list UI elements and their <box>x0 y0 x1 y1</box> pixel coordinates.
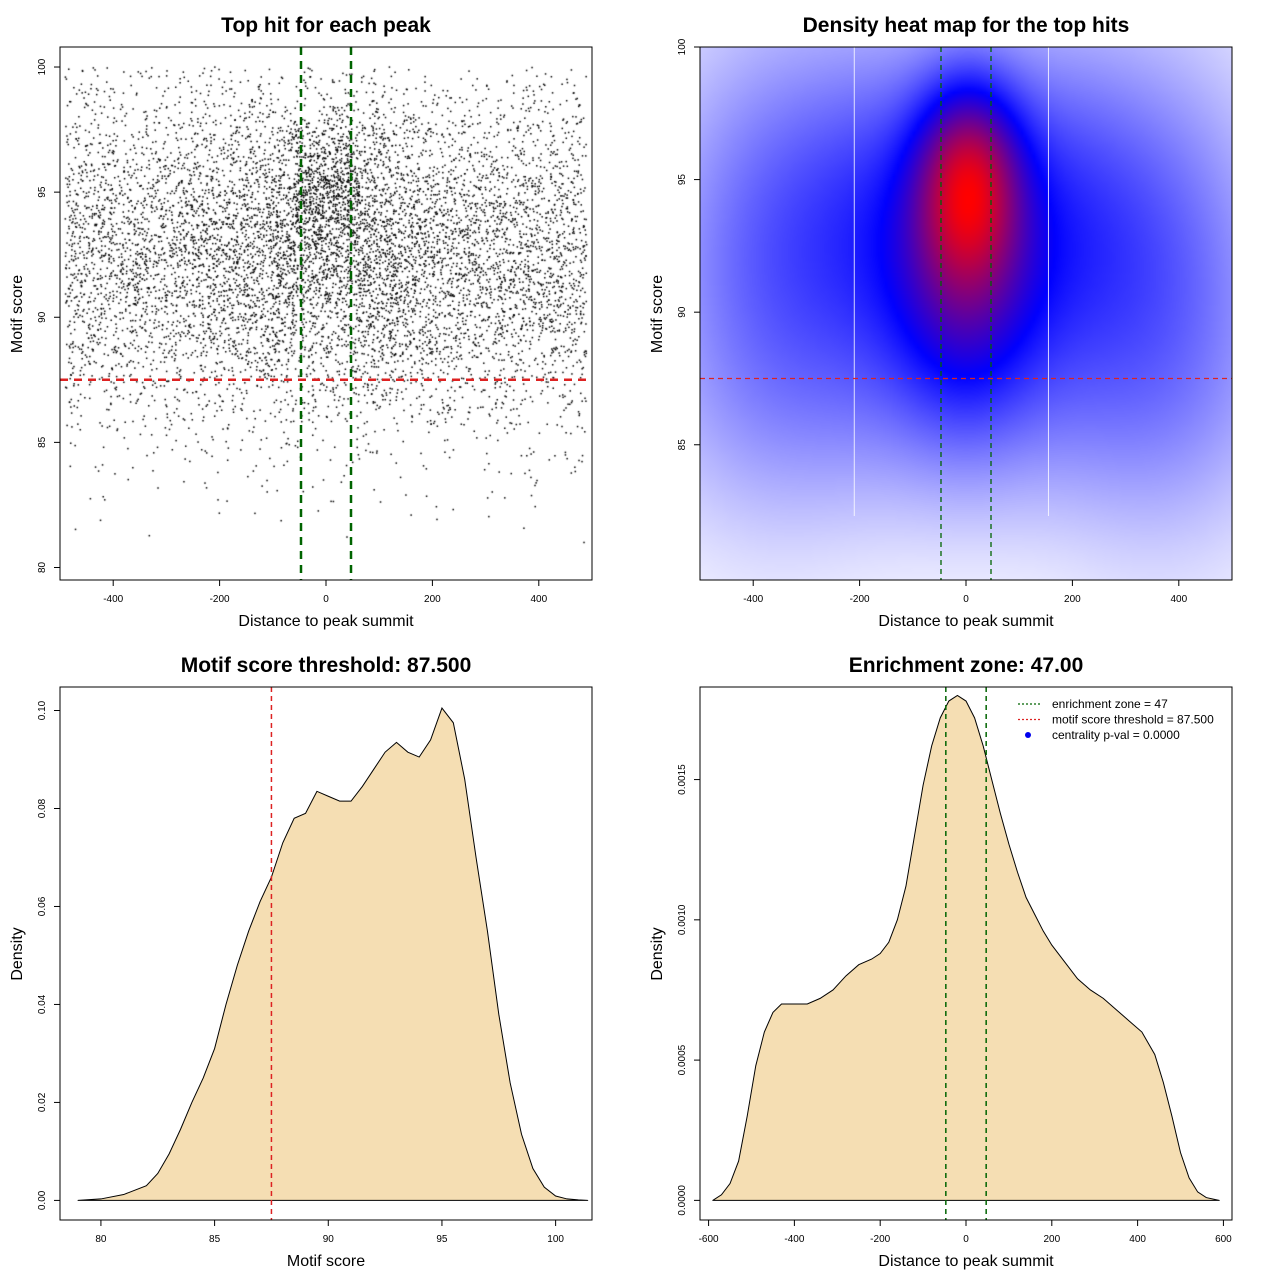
x-tick-label: 0 <box>323 594 329 605</box>
y-axis-label: Density <box>649 927 666 980</box>
y-tick-label: 95 <box>37 186 48 198</box>
y-tick-label: 0.08 <box>37 798 48 818</box>
scatter-points <box>60 47 592 580</box>
panel-heatmap: Density heat map for the top hits -400 -2… <box>649 14 1233 630</box>
x-tick-label: -400 <box>103 594 123 605</box>
y-axis: 80 85 90 95 100 <box>37 58 60 573</box>
reference-lines <box>700 47 1232 580</box>
x-axis-label: Distance to peak summit <box>238 613 414 630</box>
x-tick-label: -400 <box>743 594 763 605</box>
y-tick-label: 0.0010 <box>677 904 688 935</box>
x-tick-label: -400 <box>784 1234 804 1245</box>
x-tick-label: 85 <box>209 1234 221 1245</box>
x-tick-label: 600 <box>1215 1234 1232 1245</box>
x-axis-label: Distance to peak summit <box>878 613 1054 630</box>
x-tick-label: 400 <box>1129 1234 1146 1245</box>
y-tick-label: 0.06 <box>37 896 48 916</box>
x-tick-label: 95 <box>436 1234 448 1245</box>
reference-lines <box>60 47 592 580</box>
y-axis-label: Motif score <box>649 275 666 353</box>
plot-frame <box>59 686 593 1221</box>
x-tick-label: 90 <box>323 1234 335 1245</box>
legend-label: motif score threshold = 87.500 <box>1052 713 1214 727</box>
x-axis: -400 -200 0 200 400 <box>743 580 1188 605</box>
y-tick-label: 0.02 <box>37 1092 48 1112</box>
chart-title: Top hit for each peak <box>221 14 431 37</box>
y-tick-label: 90 <box>37 311 48 323</box>
x-tick-label: 100 <box>547 1234 564 1245</box>
y-tick-label: 85 <box>37 436 48 448</box>
y-axis: 0.00 0.02 0.04 0.06 0.08 0.10 <box>37 700 60 1210</box>
y-tick-label: 100 <box>37 58 48 75</box>
x-tick-label: 0 <box>963 1234 969 1245</box>
chart-title: Density heat map for the top hits <box>803 14 1130 37</box>
x-tick-label: 400 <box>1170 594 1187 605</box>
chart-title: Motif score threshold: 87.500 <box>181 654 472 677</box>
x-axis: -400 -200 0 200 400 <box>103 580 548 605</box>
y-axis-label: Density <box>9 927 26 980</box>
reference-lines <box>945 687 987 1220</box>
legend-label: enrichment zone = 47 <box>1052 697 1168 711</box>
x-tick-label: 400 <box>530 594 547 605</box>
density-area <box>711 694 1220 1201</box>
y-tick-label: 100 <box>677 38 688 55</box>
chart-title: Enrichment zone: 47.00 <box>849 654 1084 677</box>
x-axis: 80 85 90 95 100 <box>95 1220 564 1245</box>
y-tick-label: 85 <box>677 439 688 451</box>
legend-marker <box>1025 732 1031 738</box>
y-tick-label: 80 <box>37 561 48 573</box>
x-tick-label: 0 <box>963 594 969 605</box>
y-tick-label: 0.10 <box>37 700 48 720</box>
x-tick-label: -200 <box>850 594 870 605</box>
x-tick-label: 200 <box>424 594 441 605</box>
legend-label: centrality p-val = 0.0000 <box>1052 728 1180 742</box>
x-tick-label: -200 <box>870 1234 890 1245</box>
y-tick-label: 90 <box>677 306 688 318</box>
y-axis: 0.0000 0.0005 0.0010 0.0015 <box>677 764 700 1216</box>
y-tick-label: 0.00 <box>37 1190 48 1210</box>
y-tick-label: 0.0005 <box>677 1044 688 1075</box>
y-tick-label: 0.04 <box>37 994 48 1014</box>
panel-score-density: Motif score threshold: 87.500 80 85 90 95 10… <box>9 654 593 1270</box>
x-axis-label: Motif score <box>287 1253 365 1270</box>
panel-distance-density: Enrichment zone: 47.00 -600 -400 -200 0 200 4… <box>649 654 1233 1270</box>
x-axis-label: Distance to peak summit <box>878 1253 1054 1270</box>
panel-scatter: Top hit for each peak -400 -200 0 200 400 80… <box>9 14 593 630</box>
x-tick-label: 80 <box>95 1234 107 1245</box>
y-axis: 85 90 95 100 <box>677 38 700 450</box>
x-tick-label: 200 <box>1064 594 1081 605</box>
y-tick-label: 0.0015 <box>677 764 688 795</box>
x-tick-label: -200 <box>210 594 230 605</box>
x-axis: -600 -400 -200 0 200 400 600 <box>699 1220 1232 1245</box>
x-tick-label: -600 <box>699 1234 719 1245</box>
y-axis-label: Motif score <box>9 275 26 353</box>
x-tick-label: 200 <box>1043 1234 1060 1245</box>
legend: enrichment zone = 47 motif score threshol… <box>1018 697 1214 742</box>
y-tick-label: 0.0000 <box>677 1185 688 1216</box>
density-heatmap <box>700 47 1232 580</box>
density-area <box>78 707 588 1201</box>
y-tick-label: 95 <box>677 174 688 186</box>
